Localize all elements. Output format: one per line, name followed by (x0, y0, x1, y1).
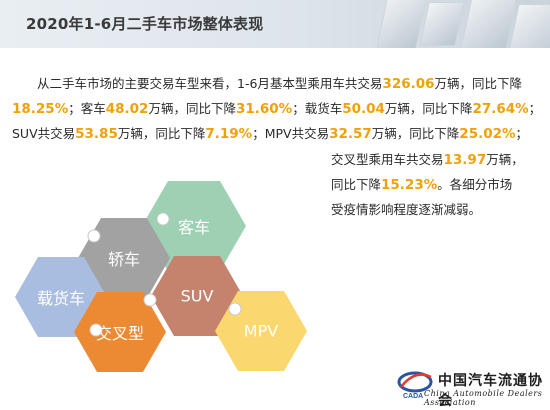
text: ；载货车 (292, 101, 343, 116)
text: ；客车 (68, 101, 106, 116)
highlight-value: 326.06 (382, 76, 435, 92)
hexagon-label-suv: SUV (180, 286, 214, 306)
text: 从二手车市场的主要交易车型来看，1-6月基本型乘用车共交易 (37, 76, 383, 91)
text: 万辆，同比下降 (148, 101, 236, 116)
text: 万辆，同比下降 (384, 101, 473, 116)
paragraph-line: 18.25%；客车48.02万辆，同比下降31.60%；载货车50.04万辆，同… (12, 96, 542, 121)
text: 万辆， (486, 152, 524, 167)
hexagon-suv (151, 256, 243, 336)
text: 万辆，同比下降 (434, 76, 523, 91)
page-title: 2020年1-6月二手车市场整体表现 (26, 15, 264, 33)
paragraph-line: 从二手车市场的主要交易车型来看，1-6月基本型乘用车共交易326.06万辆，同比… (12, 71, 542, 96)
hexagon-label-crossover: 交叉型 (95, 324, 145, 343)
connector-dot (89, 323, 103, 337)
highlight-value: 18.25% (12, 101, 69, 117)
text: 万辆，同比下降 (117, 126, 206, 141)
highlight-value: 32.57 (329, 126, 372, 142)
text: 交叉型乘用车共交易 (331, 152, 444, 167)
connector-dot (228, 302, 242, 316)
hexagon-sedan (78, 218, 170, 298)
hexagon-label-truck: 载货车 (36, 289, 86, 308)
association-name-en: China Automobile Dealers Association (424, 389, 543, 407)
hexagon-label-bus: 客车 (177, 218, 211, 237)
paragraph-line: 交叉型乘用车共交易13.97万辆， (331, 147, 546, 172)
logo-abbreviation: CADA (403, 393, 423, 400)
text: ； (515, 126, 529, 141)
hexagon-label-sedan: 轿车 (107, 250, 141, 269)
hexagon-bus (142, 181, 246, 271)
highlight-value: 53.85 (75, 126, 118, 142)
highlight-value: 25.02% (459, 126, 516, 142)
hexagon-label-mpv: MPV (243, 321, 279, 341)
connector-dot (156, 212, 170, 226)
text: 万辆，同比下降 (371, 126, 460, 141)
highlight-value: 15.23% (381, 177, 438, 193)
highlight-value: 48.02 (105, 101, 149, 117)
connector-dot (143, 293, 157, 307)
highlight-value: 31.60% (235, 101, 293, 117)
paragraph-line: 同比下降15.23%。各细分市场 (331, 172, 546, 197)
text: 同比下降 (331, 177, 382, 192)
text: 受疫情影响程度逐渐减弱。 (331, 202, 482, 217)
header-banner: 2020年1-6月二手车市场整体表现 (0, 0, 550, 48)
connector-dot (87, 229, 101, 243)
highlight-value: 50.04 (342, 101, 385, 117)
text: ；MPV共交易 (252, 126, 330, 141)
summary-paragraph: 从二手车市场的主要交易车型来看，1-6月基本型乘用车共交易326.06万辆，同比… (12, 71, 542, 146)
paragraph-line: 受疫情影响程度逐渐减弱。 (331, 197, 546, 222)
highlight-value: 7.19% (205, 126, 253, 142)
paragraph-line: SUV共交易53.85万辆，同比下降7.19%；MPV共交易32.57万辆，同比… (12, 121, 542, 146)
hexagon-crossover (74, 292, 166, 372)
cada-logo: CADA (397, 371, 433, 400)
text: 。各细分市场 (437, 177, 513, 192)
summary-continuation: 交叉型乘用车共交易13.97万辆， 同比下降15.23%。各细分市场 受疫情影响… (331, 147, 546, 222)
text: ； (528, 101, 542, 116)
highlight-value: 27.64% (472, 101, 529, 117)
text: SUV共交易 (12, 126, 76, 141)
highlight-value: 13.97 (443, 152, 487, 168)
